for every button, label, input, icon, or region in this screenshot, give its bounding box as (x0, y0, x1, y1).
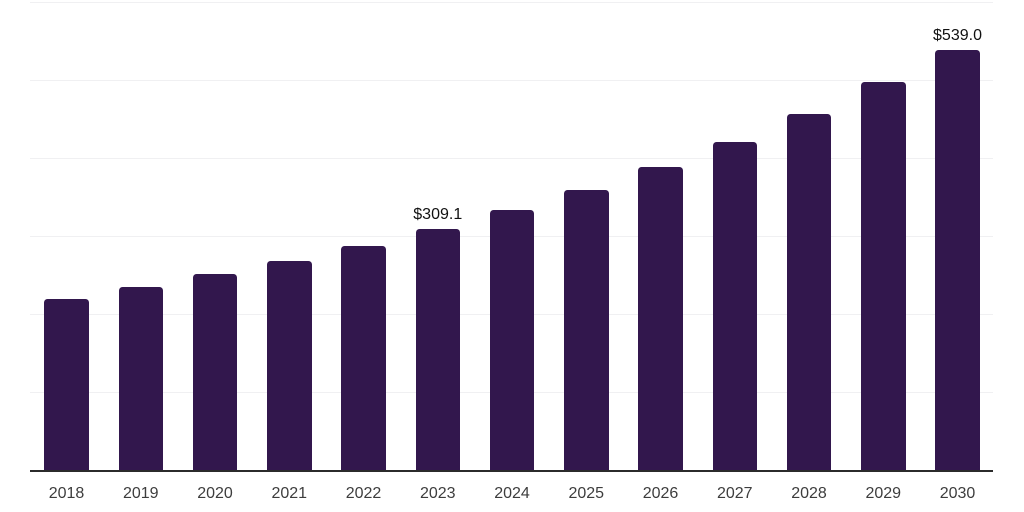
x-tick-2021: 2021 (271, 485, 308, 502)
x-tick-2022: 2022 (345, 485, 382, 502)
gridline-600 (30, 2, 993, 3)
bar-2025[interactable] (564, 189, 609, 470)
bar-2026[interactable] (638, 166, 683, 470)
value-label-2023: $309.1 (413, 205, 463, 223)
x-tick-2023: 2023 (419, 485, 456, 502)
bar-2021[interactable] (267, 260, 312, 470)
bar-2020[interactable] (192, 274, 238, 470)
x-tick-2028: 2028 (791, 485, 827, 502)
x-tick-2020: 2020 (197, 485, 233, 502)
bar-2018[interactable] (44, 299, 89, 470)
bar-2024[interactable] (489, 210, 535, 470)
value-label-2030: $539.0 (933, 26, 982, 44)
x-tick-2026: 2026 (642, 485, 679, 502)
x-tick-2024: 2024 (494, 485, 530, 502)
x-tick-2025: 2025 (568, 485, 605, 502)
x-axis-line (30, 470, 993, 472)
x-tick-2019: 2019 (122, 485, 159, 502)
x-tick-2029: 2029 (865, 485, 902, 502)
bar-2023[interactable] (415, 228, 460, 470)
bar-2022[interactable] (341, 245, 386, 470)
bar-2028[interactable] (786, 114, 832, 470)
gridline-400 (30, 158, 993, 159)
x-tick-2018: 2018 (48, 485, 85, 502)
bar-2019[interactable] (118, 287, 163, 470)
bar-2027[interactable] (712, 141, 757, 470)
plot-area: $309.1 $539.0 (30, 2, 993, 472)
x-tick-2027: 2027 (716, 485, 753, 502)
gridline-500 (30, 80, 993, 81)
x-tick-2030: 2030 (939, 485, 976, 502)
bar-2029[interactable] (861, 82, 906, 470)
bar-2030[interactable] (935, 49, 980, 470)
